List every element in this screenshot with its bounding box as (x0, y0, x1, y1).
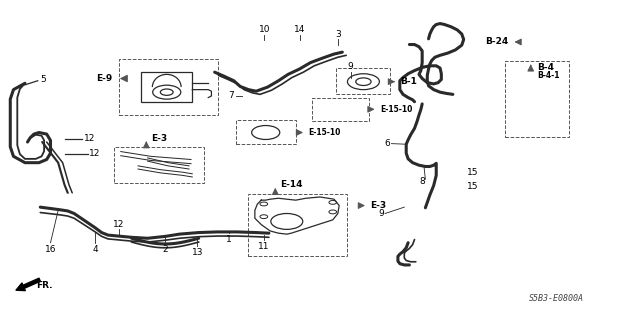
Bar (236, 121, 296, 144)
Text: S5B3-E0800A: S5B3-E0800A (529, 294, 584, 303)
Text: 14: 14 (294, 25, 305, 34)
Text: 3: 3 (335, 30, 340, 39)
Text: B-24: B-24 (485, 38, 508, 47)
Bar (336, 68, 390, 94)
Text: 12: 12 (113, 220, 125, 229)
Text: 10: 10 (259, 25, 270, 34)
Bar (312, 98, 369, 122)
Text: 15: 15 (467, 168, 478, 177)
Text: B-4-1: B-4-1 (537, 71, 559, 80)
Text: B-1: B-1 (401, 77, 417, 86)
Text: E-15-10: E-15-10 (380, 105, 412, 114)
Text: 8: 8 (420, 177, 426, 186)
Text: 13: 13 (191, 248, 203, 257)
Text: 5: 5 (40, 75, 46, 84)
Text: 16: 16 (45, 245, 56, 254)
Bar (141, 72, 192, 102)
Bar (115, 147, 204, 183)
Text: 4: 4 (92, 245, 98, 254)
Text: E-3: E-3 (152, 134, 168, 143)
Text: 2: 2 (163, 245, 168, 254)
Text: 15: 15 (467, 182, 478, 191)
Text: E-3: E-3 (370, 201, 386, 210)
Text: E-14: E-14 (280, 181, 303, 189)
Text: 11: 11 (258, 242, 269, 251)
Text: FR.: FR. (36, 281, 52, 290)
Text: 1: 1 (227, 235, 232, 244)
Text: B-4: B-4 (537, 63, 554, 72)
Text: 7: 7 (228, 92, 234, 100)
Text: 6: 6 (385, 139, 390, 148)
Text: 12: 12 (89, 149, 100, 158)
Text: 12: 12 (84, 134, 95, 143)
Text: 9: 9 (348, 62, 353, 71)
Text: 9: 9 (378, 209, 384, 218)
Bar (119, 59, 218, 115)
Bar (248, 195, 348, 256)
Text: E-9: E-9 (96, 74, 113, 83)
Text: E-15-10: E-15-10 (308, 128, 341, 137)
Bar (505, 61, 569, 137)
